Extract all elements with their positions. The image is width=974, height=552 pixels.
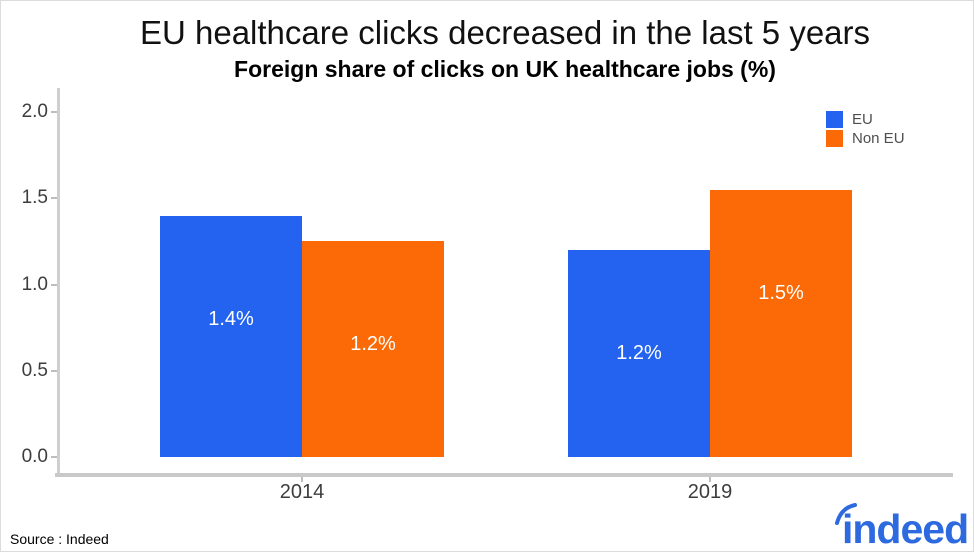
indeed-logo-text: indeed [842, 506, 968, 548]
legend-label: Non EU [852, 130, 905, 147]
y-tick-mark [51, 197, 57, 200]
y-tick-label: 1.5 [21, 187, 48, 209]
x-tick-label: 2019 [687, 481, 733, 503]
y-tick-mark [51, 111, 57, 113]
legend-label: EU [852, 111, 873, 128]
y-tick-mark [51, 283, 57, 286]
x-axis-line [55, 473, 953, 477]
chart-subtitle: Foreign share of clicks on UK healthcare… [234, 56, 776, 82]
legend-item-eu: EU [826, 110, 905, 129]
x-tick-label: 2014 [279, 481, 325, 503]
bar-non-eu-2014 [302, 241, 444, 457]
y-tick-label: 0.5 [21, 359, 48, 381]
bar-non-eu-2019 [710, 190, 852, 457]
indeed-logo-arc-icon [835, 503, 857, 525]
y-tick-mark [51, 456, 57, 458]
bar-value-label: 1.4% [208, 308, 254, 330]
bar-eu-2014 [160, 216, 302, 457]
bar-eu-2019 [568, 250, 710, 457]
source-note: Source : Indeed [10, 531, 109, 547]
y-tick-mark [51, 369, 57, 372]
legend-swatch-non-eu [826, 130, 843, 147]
legend-item-non-eu: Non EU [826, 129, 905, 148]
bar-value-label: 1.5% [758, 282, 804, 304]
y-axis-line [57, 88, 60, 477]
legend-swatch-eu [826, 111, 843, 128]
indeed-logo: indeed [835, 503, 968, 548]
legend: EU Non EU [826, 110, 905, 148]
bar-value-label: 1.2% [616, 342, 662, 364]
y-tick-label: 0.0 [21, 446, 48, 467]
y-tick-label: 2.0 [21, 101, 48, 122]
x-tick-mark [301, 477, 303, 482]
y-tick-label: 1.0 [21, 273, 48, 295]
chart-title: EU healthcare clicks decreased in the la… [139, 14, 871, 51]
bar-value-label: 1.2% [350, 333, 396, 355]
x-tick-mark [709, 477, 711, 482]
